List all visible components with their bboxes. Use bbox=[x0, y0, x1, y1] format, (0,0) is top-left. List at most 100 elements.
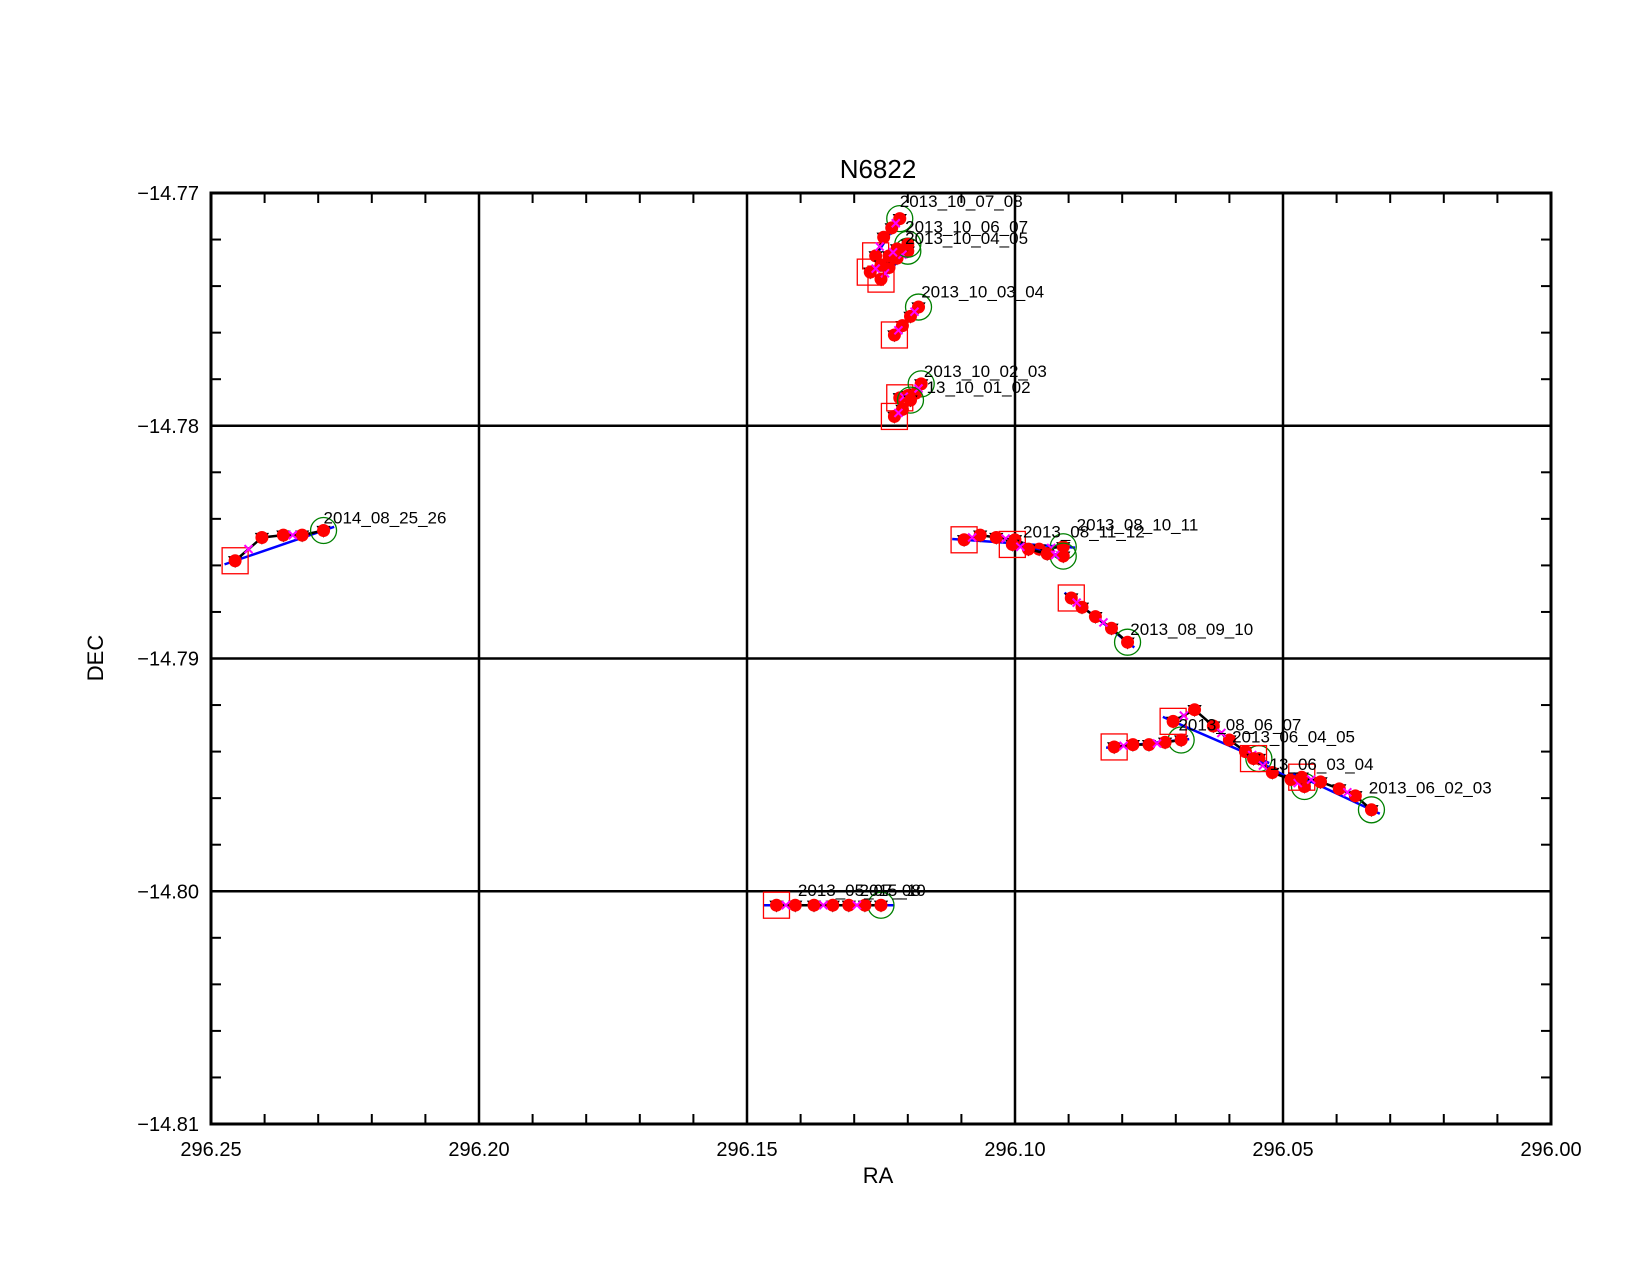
data-point bbox=[1121, 635, 1135, 649]
track-label: 2013_08_09_10 bbox=[1130, 620, 1253, 639]
x-tick-label: 296.15 bbox=[716, 1139, 777, 1161]
track-2013_08_11_12 bbox=[998, 530, 1077, 570]
start-box bbox=[856, 258, 884, 286]
end-circle bbox=[896, 386, 925, 414]
y-tick-label: −14.79 bbox=[137, 649, 199, 671]
end-circle bbox=[309, 516, 338, 545]
track-2013_10_04_05 bbox=[856, 230, 922, 286]
y-tick-label: −14.81 bbox=[137, 1114, 199, 1136]
data-point bbox=[1206, 719, 1220, 733]
data-point bbox=[989, 530, 1003, 544]
y-tick-label: −14.77 bbox=[137, 183, 199, 205]
track-label: 13_06_03_04 bbox=[1270, 755, 1374, 774]
track-label: 13_10_01_02 bbox=[927, 378, 1031, 397]
x-tick-label: 296.10 bbox=[984, 1139, 1045, 1161]
cross-marker bbox=[870, 263, 881, 274]
cross-marker bbox=[1050, 550, 1060, 560]
y-tick-label: −14.80 bbox=[137, 881, 199, 903]
data-point bbox=[255, 530, 269, 544]
end-circle bbox=[886, 204, 914, 233]
cross-marker bbox=[288, 530, 298, 540]
cross-marker bbox=[1258, 760, 1268, 771]
chart-title: N6822 bbox=[840, 154, 917, 184]
cross-marker bbox=[781, 900, 791, 910]
track-2013_06_03_04 bbox=[1239, 744, 1319, 801]
track-2013_08_06_07 bbox=[1100, 726, 1195, 761]
cross-marker bbox=[893, 408, 904, 418]
data-point bbox=[1142, 738, 1156, 752]
cross-marker bbox=[1179, 710, 1189, 721]
track-label: 2013_10_03_04 bbox=[921, 283, 1044, 302]
track-2013_05_07_08 bbox=[762, 891, 895, 919]
cross-marker bbox=[967, 532, 977, 543]
cross-marker bbox=[243, 544, 254, 554]
data-point bbox=[1107, 740, 1121, 754]
cross-marker bbox=[1015, 542, 1026, 552]
data-point bbox=[1364, 803, 1378, 817]
start-box bbox=[880, 321, 909, 349]
track-label: 2013_10_04_05 bbox=[905, 229, 1028, 248]
cross-marker bbox=[891, 218, 901, 228]
cross-marker bbox=[888, 247, 898, 258]
track-label: 2013_06_02_03 bbox=[1369, 778, 1492, 797]
data-point bbox=[1158, 735, 1172, 749]
axis-ticks: 296.25 296.20 296.15 296.10 296.05 296.00 −14.… bbox=[137, 183, 1581, 1161]
data-point bbox=[901, 237, 915, 251]
data-point bbox=[826, 898, 840, 912]
data-point bbox=[1295, 770, 1309, 784]
data-point bbox=[1040, 547, 1054, 561]
track-label: 2015_10 bbox=[860, 881, 926, 900]
start-box bbox=[1239, 744, 1268, 773]
track-label: 2013_08_10_11 bbox=[1077, 515, 1199, 534]
cross-marker bbox=[1216, 728, 1227, 738]
data-point bbox=[877, 230, 891, 244]
data-point bbox=[1021, 542, 1035, 556]
y-axis-label: DEC bbox=[83, 635, 108, 682]
x-tick-label: 296.05 bbox=[1252, 1139, 1313, 1161]
cross-marker bbox=[909, 306, 920, 317]
data-point bbox=[1005, 537, 1019, 551]
y-tick-label: −14.78 bbox=[137, 416, 199, 438]
track-label: 2014_08_25_26 bbox=[324, 509, 447, 528]
start-box bbox=[1159, 707, 1187, 735]
x-axis-label: RA bbox=[863, 1163, 894, 1188]
track-2013_10_03_04 bbox=[880, 293, 933, 349]
cross-marker bbox=[1306, 774, 1316, 785]
end-circle bbox=[1113, 628, 1142, 656]
track-label: 2013_10_02_03 bbox=[924, 362, 1047, 381]
cross-marker bbox=[913, 383, 924, 394]
track-label: 2013_08_06_07 bbox=[1178, 716, 1301, 735]
data-point bbox=[317, 523, 331, 537]
data-point bbox=[1166, 714, 1180, 728]
data-point bbox=[295, 528, 309, 542]
data-point bbox=[276, 528, 290, 542]
cross-marker bbox=[893, 325, 904, 336]
start-box bbox=[880, 402, 909, 431]
data-point bbox=[1348, 789, 1362, 803]
data-point bbox=[1104, 621, 1118, 635]
cross-marker bbox=[818, 900, 829, 910]
x-tick-label: 296.20 bbox=[448, 1139, 509, 1161]
data-point bbox=[807, 898, 821, 912]
track-annotations: 2014_08_25_262013_10_07_082013_10_06_072… bbox=[324, 192, 1492, 900]
data-point bbox=[228, 554, 242, 568]
track-2013_10_02_03 bbox=[886, 370, 935, 412]
track-label: 2013_06_04_05 bbox=[1232, 727, 1355, 746]
data-point bbox=[1247, 752, 1261, 766]
data-point bbox=[1314, 775, 1328, 789]
data-point bbox=[1284, 773, 1298, 787]
cross-marker bbox=[874, 241, 885, 252]
data-point bbox=[957, 533, 971, 547]
cross-marker bbox=[1118, 741, 1129, 751]
data-point bbox=[903, 393, 917, 407]
cross-marker bbox=[1071, 597, 1082, 608]
cross-marker bbox=[1152, 738, 1162, 749]
data-point bbox=[874, 272, 888, 286]
data-point bbox=[1265, 766, 1279, 780]
data-point bbox=[863, 265, 877, 279]
track-2013_06_02_03 bbox=[1288, 763, 1386, 824]
track-label: 2013_08_11_12 bbox=[1023, 522, 1145, 541]
data-point bbox=[1056, 549, 1070, 563]
data-point bbox=[842, 898, 856, 912]
